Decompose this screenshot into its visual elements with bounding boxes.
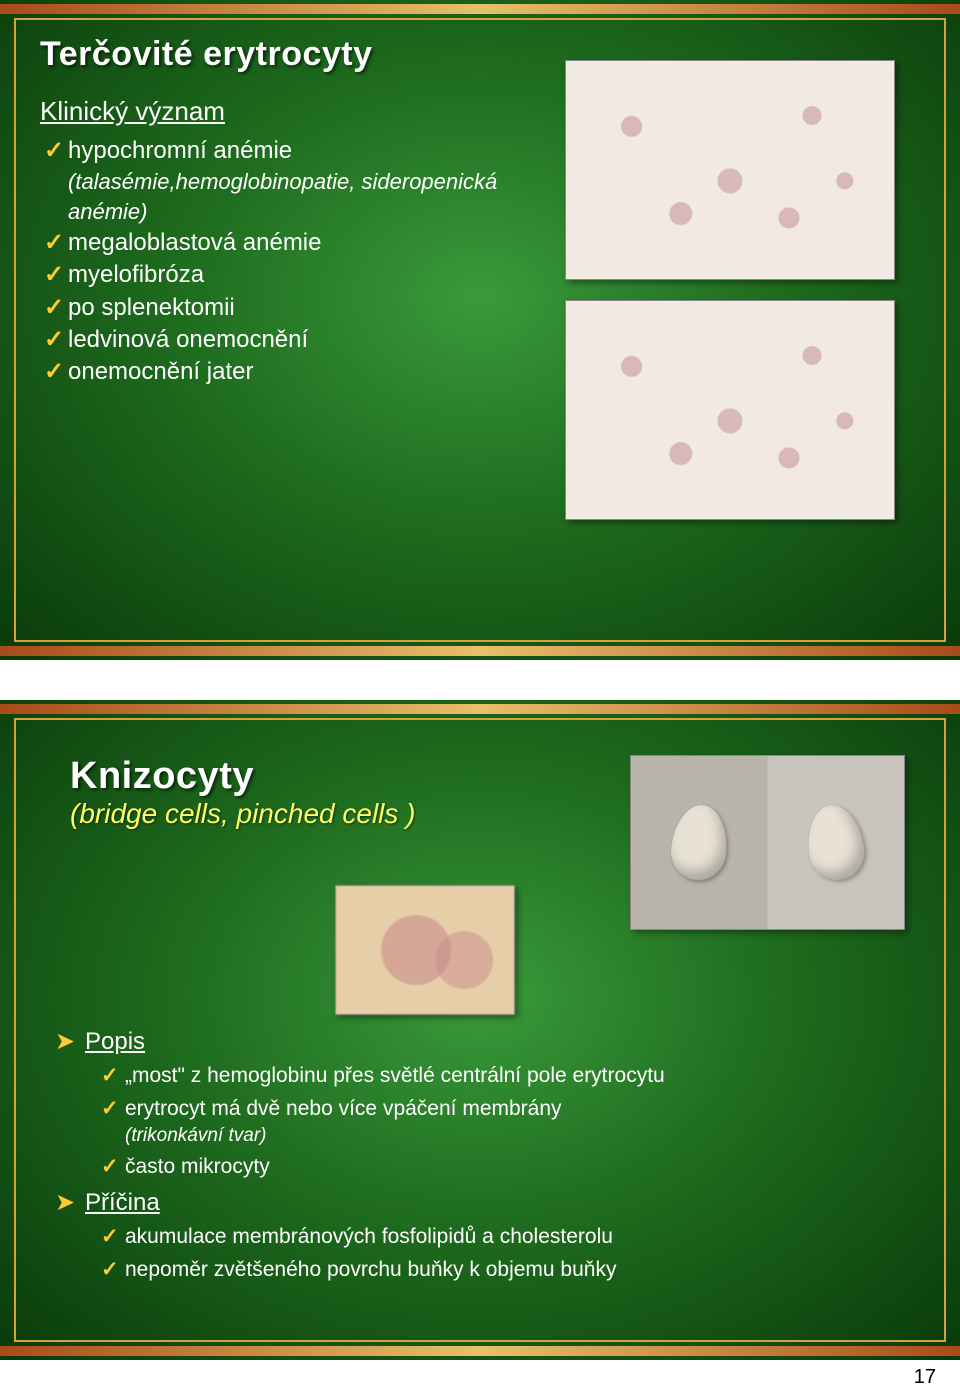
slide-tercovite-erytrocyty: Terčovité erytrocyty Klinický význam hyp… <box>0 0 960 660</box>
gradient-bar-bottom <box>0 646 960 656</box>
bullet-item: onemocnění jater <box>40 356 550 388</box>
bullet-subtext: (talasémie,hemoglobinopatie, sideropenic… <box>68 167 550 226</box>
bullet-item: megaloblastová anémie <box>40 227 550 259</box>
bullet-subtext: (trikonkávní tvar) <box>125 1123 875 1149</box>
micrograph-image <box>630 755 905 930</box>
micrograph-image <box>565 60 895 280</box>
bullet-item: po splenektomii <box>40 292 550 324</box>
slide-title: Terčovité erytrocyty <box>40 35 550 74</box>
section-heading: Klinický význam <box>40 96 550 127</box>
bullet-item: erytrocyt má dvě nebo více vpáčení membr… <box>97 1095 875 1149</box>
section-heading: Popis <box>55 1026 875 1058</box>
bullet-item: „most" z hemoglobinu přes světlé centrál… <box>97 1062 875 1090</box>
slide-knizocyty: Knizocyty (bridge cells, pinched cells )… <box>0 700 960 1360</box>
slide1-text-block: Terčovité erytrocyty Klinický význam hyp… <box>40 35 550 389</box>
page-number: 17 <box>914 1366 936 1388</box>
bullet-item: hypochromní anémie(talasémie,hemoglobino… <box>40 135 550 227</box>
gradient-bar-top <box>0 4 960 14</box>
gradient-bar-top <box>0 704 960 714</box>
micrograph-image <box>565 300 895 520</box>
slide2-body: Popis „most" z hemoglobinu přes světlé ce… <box>55 1020 875 1284</box>
bullet-item: nepoměr zvětšeného povrchu buňky k objem… <box>97 1256 875 1284</box>
bullet-item: ledvinová onemocnění <box>40 324 550 356</box>
bullet-item: myelofibróza <box>40 259 550 291</box>
micrograph-image <box>335 885 515 1015</box>
slide2-header: Knizocyty (bridge cells, pinched cells ) <box>70 755 416 830</box>
slide-title: Knizocyty <box>70 755 416 798</box>
bullet-list-klinicky-vyznam: hypochromní anémie(talasémie,hemoglobino… <box>40 135 550 389</box>
gradient-bar-bottom <box>0 1346 960 1356</box>
bullet-item: často mikrocyty <box>97 1153 875 1181</box>
bullet-item: akumulace membránových fosfolipidů a cho… <box>97 1223 875 1251</box>
slide-subtitle: (bridge cells, pinched cells ) <box>70 798 416 830</box>
section-heading: Příčina <box>55 1187 875 1219</box>
